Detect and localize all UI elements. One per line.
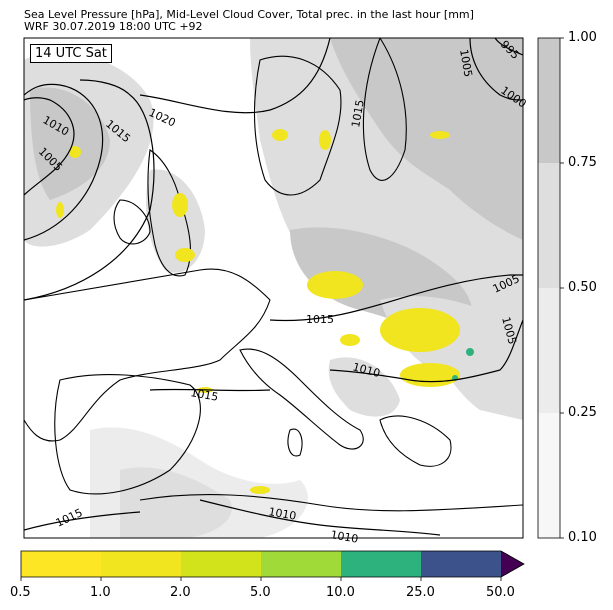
cloud-cover-colorbar: [537, 37, 564, 539]
precip-tick-label: 0.5: [10, 585, 31, 600]
precip-tick-label: 1.0: [90, 585, 111, 600]
isobar-label: 1015: [349, 99, 367, 129]
precip-tick-label: 10.0: [326, 585, 355, 600]
cloud-colorbar-segment: [538, 38, 560, 163]
precipitation-layer: [56, 129, 474, 494]
cloud-tick-label: 0.10: [568, 530, 597, 545]
isobar-label: 1005: [457, 48, 475, 78]
map-title: Sea Level Pressure [hPa], Mid-Level Clou…: [24, 8, 474, 21]
cloud-colorbar-segment: [538, 288, 560, 413]
precip-colorbar-segment: [101, 551, 181, 577]
isobar-label: 1010: [329, 528, 359, 546]
precip-colorbar-segment: [261, 551, 341, 577]
cloud-colorbar-segment: [538, 413, 560, 538]
isobars-layer: [24, 38, 523, 536]
valid-time-label: 14 UTC Sat: [30, 44, 112, 63]
precip-tick-label: 50.0: [486, 585, 515, 600]
precip-tick-label: 5.0: [250, 585, 271, 600]
precip-colorbar-segment: [181, 551, 261, 577]
precip-tick-label: 25.0: [406, 585, 435, 600]
map-frame: [23, 37, 524, 539]
run-info: WRF 30.07.2019 18:00 UTC +92: [24, 20, 203, 33]
precip-colorbar-segment: [341, 551, 421, 577]
cloud-tick-label: 0.50: [568, 280, 597, 295]
isobar-label: 1015: [306, 313, 334, 326]
cloud-tick-label: 1.00: [568, 30, 597, 45]
isobar-label: 1015: [189, 386, 219, 404]
precip-colorbar-segment: [421, 551, 501, 577]
cloud-tick-label: 0.25: [568, 405, 597, 420]
precip-colorbar-segment: [21, 551, 101, 577]
precipitation-colorbar: [20, 550, 525, 581]
coastlines-layer: [24, 38, 523, 512]
precip-colorbar-extend-arrow: [501, 551, 524, 577]
isobar-label: 1010: [267, 505, 297, 523]
precip-tick-label: 2.0: [170, 585, 191, 600]
cloud-cover-layer: [24, 38, 523, 538]
cloud-colorbar-segment: [538, 163, 560, 288]
cloud-tick-label: 0.75: [568, 155, 597, 170]
